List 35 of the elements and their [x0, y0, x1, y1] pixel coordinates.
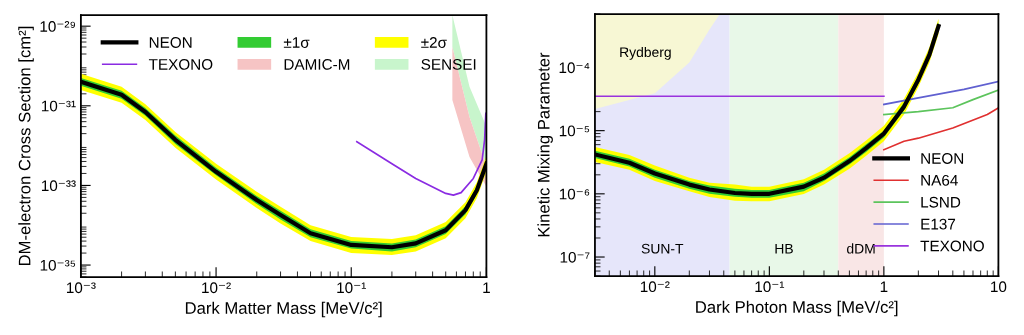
legend-label: NEON	[149, 37, 192, 48]
y-axis-title: Kinetic Mixing Parameter	[537, 52, 553, 237]
legend-label: NA64	[921, 174, 958, 186]
legend-label: TEXONO	[148, 58, 213, 70]
band-label: dDM	[847, 243, 875, 254]
x-tick-label: 10⁻²	[202, 282, 231, 294]
x-tick-label: 10⁻²	[640, 281, 670, 293]
legend-label: DAMIC-M	[284, 58, 350, 70]
x-tick-label: 10	[991, 281, 1007, 293]
x-tick-label: 1	[880, 281, 888, 292]
y-tick-label: 10⁻⁵	[559, 125, 590, 137]
x-tick-label: 10⁻³	[66, 282, 96, 294]
annotation: Rydberg	[620, 46, 671, 60]
legend-label: ±2σ	[421, 37, 447, 48]
legend-label: TEXONO	[920, 240, 984, 252]
y-tick-label: 10⁻³⁵	[40, 259, 76, 271]
x-tick-label: 10⁻¹	[337, 282, 366, 294]
y-tick-label: 10⁻³¹	[41, 100, 76, 112]
y-tick-label: 10⁻⁶	[559, 188, 590, 200]
legend-label: LSND	[921, 196, 961, 208]
legend-label: NEON	[921, 153, 964, 164]
legend-label: SENSEI	[421, 58, 476, 70]
y-tick-label: 10⁻⁷	[560, 251, 590, 263]
x-tick-label: 10⁻¹	[755, 281, 785, 293]
y-tick-label: 10⁻⁴	[559, 62, 590, 74]
x-axis-title: Dark Matter Mass [MeV/c²]	[185, 301, 382, 318]
legend-label: E137	[921, 218, 956, 230]
band-label: HB	[775, 243, 793, 254]
y-tick-label: 10⁻²⁹	[40, 21, 75, 32]
y-tick-label: 10⁻³³	[41, 180, 76, 192]
x-tick-label: 1	[483, 282, 490, 293]
band-label: SUN-T	[641, 243, 684, 254]
legend-label: ±1σ	[283, 37, 310, 48]
y-axis-title: DM-electron Cross Section [cm²]	[18, 26, 34, 266]
x-axis-title: Dark Photon Mass [MeV/c²]	[696, 300, 898, 317]
